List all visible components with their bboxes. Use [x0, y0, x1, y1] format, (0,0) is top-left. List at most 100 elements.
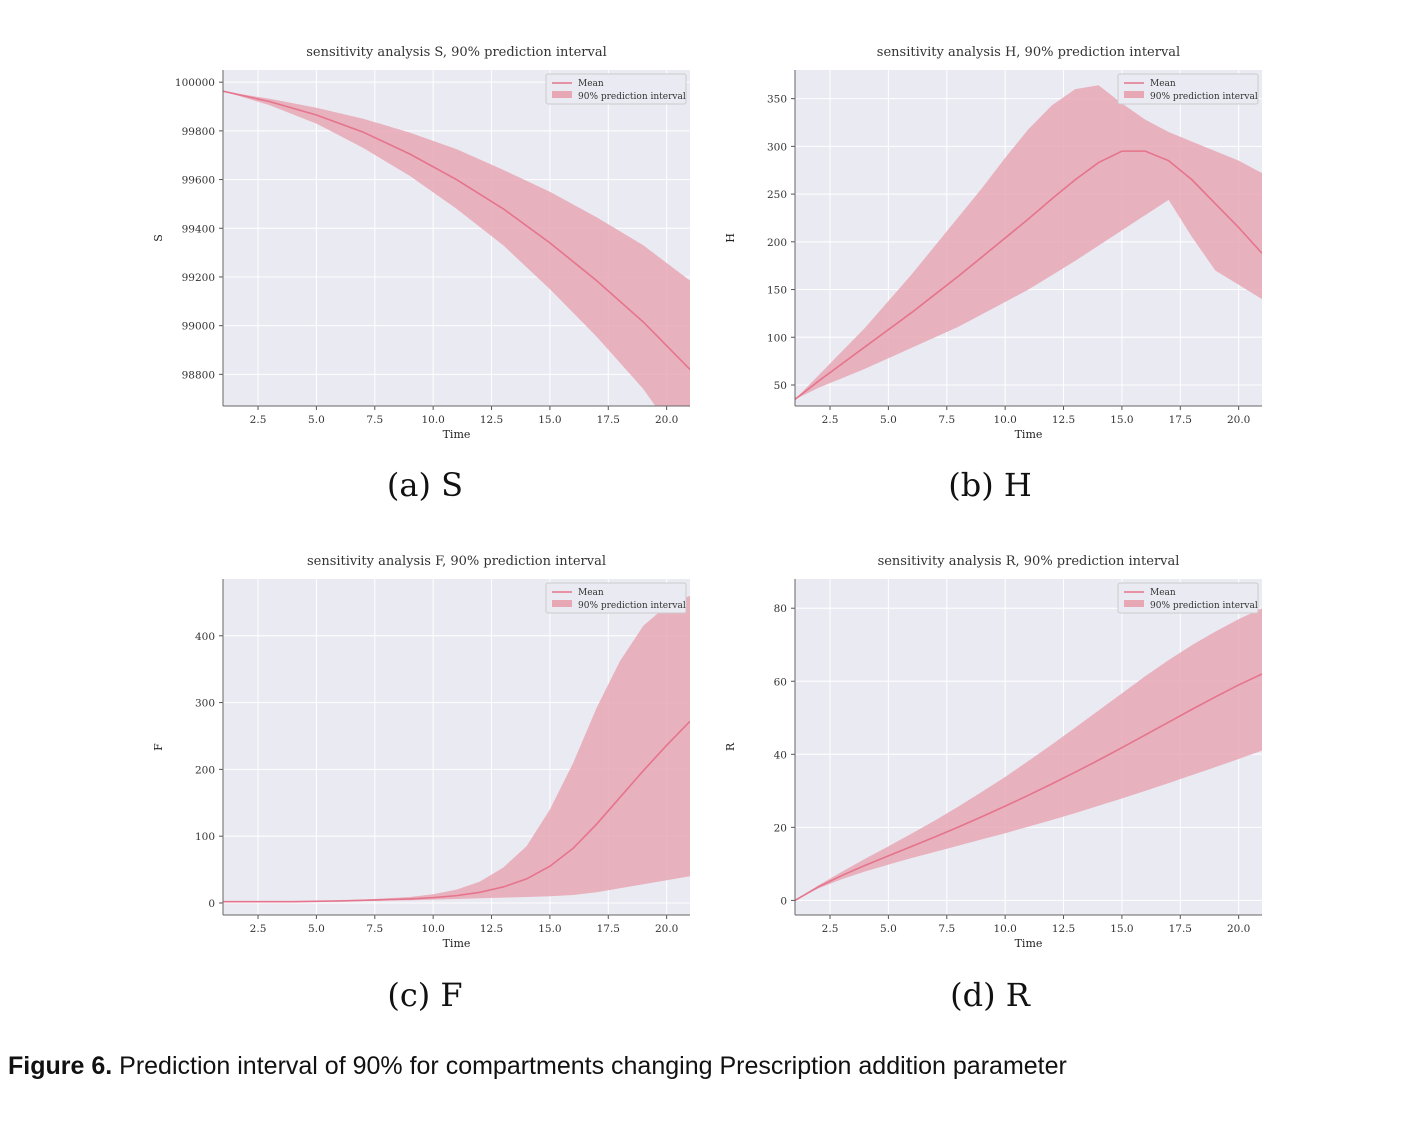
y-tick-label: 0	[208, 898, 215, 910]
mean-line	[223, 720, 690, 903]
chart-panel-s: 2.5 5.0 7.5 10.0 12.5 15.0 17.5 20.0 98800 99000 9…	[140, 36, 710, 446]
subcaption-r: (d) R	[950, 976, 1030, 1014]
subcaption-h: (b) H	[948, 466, 1032, 504]
x-tick-label: 7.5	[366, 923, 383, 935]
y-tick-label: 200	[195, 764, 215, 776]
chart-panel-h: 2.5 5.0 7.5 10.0 12.5 15.0 17.5 20.0 50 100 150 200…	[712, 36, 1282, 446]
y-tick-label: 20	[774, 822, 787, 834]
legend-box	[1117, 73, 1259, 105]
x-tick-label: 12.5	[480, 923, 503, 935]
legend-box	[1117, 582, 1259, 614]
prediction-interval-band	[795, 608, 1262, 901]
x-tick-label: 17.5	[1169, 923, 1192, 935]
x-tick-label: 12.5	[1052, 923, 1075, 935]
legend-mean-label: Mean	[578, 79, 604, 89]
x-tick-label: 15.0	[538, 923, 561, 935]
x-tick-label: 5.0	[880, 414, 897, 426]
y-tick-label: 99600	[182, 175, 215, 187]
y-tick-label: 99000	[182, 321, 215, 333]
chart-panel-r: 2.5 5.0 7.5 10.0 12.5 15.0 17.5 20.0 0 20 40 60 80 se…	[712, 545, 1282, 955]
caption-text: Prediction interval of 90% for compartme…	[119, 1052, 1067, 1080]
x-tick-label: 17.5	[597, 414, 620, 426]
y-axis-label: F	[152, 743, 165, 751]
y-tick-label: 60	[774, 676, 787, 688]
x-tick-label: 20.0	[1227, 923, 1250, 935]
x-axis-label: Time	[1015, 428, 1043, 441]
chart-f: 2.5 5.0 7.5 10.0 12.5 15.0 17.5 20.0 0 100 200 300 4…	[152, 554, 690, 950]
x-tick-label: 2.5	[250, 414, 267, 426]
chart-title: sensitivity analysis H, 90% prediction i…	[877, 45, 1180, 60]
x-tick-label: 20.0	[655, 414, 678, 426]
y-tick-label: 150	[767, 285, 787, 297]
y-tick-label: 300	[767, 141, 787, 153]
y-tick-label: 400	[195, 631, 215, 643]
x-tick-label: 20.0	[655, 923, 678, 935]
mean-line	[223, 90, 690, 371]
prediction-interval-band	[223, 595, 690, 902]
x-axis-label: Time	[443, 428, 471, 441]
x-tick-label: 2.5	[250, 923, 267, 935]
subcaption-f: (c) F	[387, 976, 463, 1014]
chart-h: 2.5 5.0 7.5 10.0 12.5 15.0 17.5 20.0 50 100 150 200…	[724, 45, 1262, 441]
y-tick-label: 100	[195, 831, 215, 843]
y-tick-label: 300	[195, 698, 215, 710]
x-tick-label: 2.5	[822, 923, 839, 935]
subcaption-s: (a) S	[386, 466, 464, 504]
figure-caption: Figure 6. Prediction interval of 90% for…	[8, 1052, 1067, 1081]
y-tick-label: 0	[780, 895, 787, 907]
mean-line	[795, 673, 1262, 902]
y-tick-label: 99800	[182, 126, 215, 138]
y-tick-label: 98800	[182, 369, 215, 381]
x-tick-label: 12.5	[480, 414, 503, 426]
caption-label: Figure 6.	[8, 1052, 113, 1080]
prediction-interval-band	[795, 85, 1262, 400]
y-tick-label: 100000	[175, 77, 215, 89]
legend-box	[545, 582, 687, 614]
y-axis-label: H	[724, 233, 737, 243]
x-tick-label: 10.0	[421, 414, 444, 426]
y-axis-label: S	[152, 234, 165, 242]
x-tick-label: 7.5	[938, 923, 955, 935]
legend-mean-label: Mean	[1150, 79, 1176, 89]
legend-band-swatch	[552, 91, 572, 98]
chart-title: sensitivity analysis R, 90% prediction i…	[878, 554, 1180, 569]
y-tick-label: 50	[774, 380, 787, 392]
y-tick-label: 100	[767, 332, 787, 344]
y-tick-label: 40	[774, 749, 787, 761]
prediction-interval-band	[223, 91, 690, 406]
x-tick-label: 20.0	[1227, 414, 1250, 426]
x-tick-label: 12.5	[1052, 414, 1075, 426]
x-axis-label: Time	[1015, 937, 1043, 950]
y-tick-label: 99200	[182, 272, 215, 284]
x-tick-label: 7.5	[938, 414, 955, 426]
x-tick-label: 2.5	[822, 414, 839, 426]
x-tick-label: 10.0	[993, 923, 1016, 935]
x-tick-label: 7.5	[366, 414, 383, 426]
legend-mean-label: Mean	[578, 588, 604, 598]
mean-line	[795, 150, 1262, 400]
y-tick-label: 350	[767, 94, 787, 106]
x-tick-label: 17.5	[1169, 414, 1192, 426]
legend-mean-label: Mean	[1150, 588, 1176, 598]
x-tick-label: 15.0	[538, 414, 561, 426]
legend-band-label: 90% prediction interval	[1150, 601, 1258, 611]
chart-s: 2.5 5.0 7.5 10.0 12.5 15.0 17.5 20.0 98800 99000 9…	[152, 45, 690, 441]
legend-band-label: 90% prediction interval	[578, 601, 686, 611]
y-tick-label: 99400	[182, 223, 215, 235]
chart-title: sensitivity analysis S, 90% prediction i…	[306, 45, 607, 60]
legend-band-label: 90% prediction interval	[578, 92, 686, 102]
x-tick-label: 5.0	[308, 414, 325, 426]
legend-band-swatch	[1124, 91, 1144, 98]
x-tick-label: 5.0	[880, 923, 897, 935]
legend-box	[545, 73, 687, 105]
x-tick-label: 10.0	[993, 414, 1016, 426]
legend-band-swatch	[1124, 600, 1144, 607]
x-tick-label: 10.0	[421, 923, 444, 935]
legend-band-swatch	[552, 600, 572, 607]
x-tick-label: 5.0	[308, 923, 325, 935]
x-tick-label: 15.0	[1110, 923, 1133, 935]
y-tick-label: 250	[767, 189, 787, 201]
x-axis-label: Time	[443, 937, 471, 950]
chart-title: sensitivity analysis F, 90% prediction i…	[307, 554, 606, 569]
y-axis-label: R	[724, 742, 737, 751]
